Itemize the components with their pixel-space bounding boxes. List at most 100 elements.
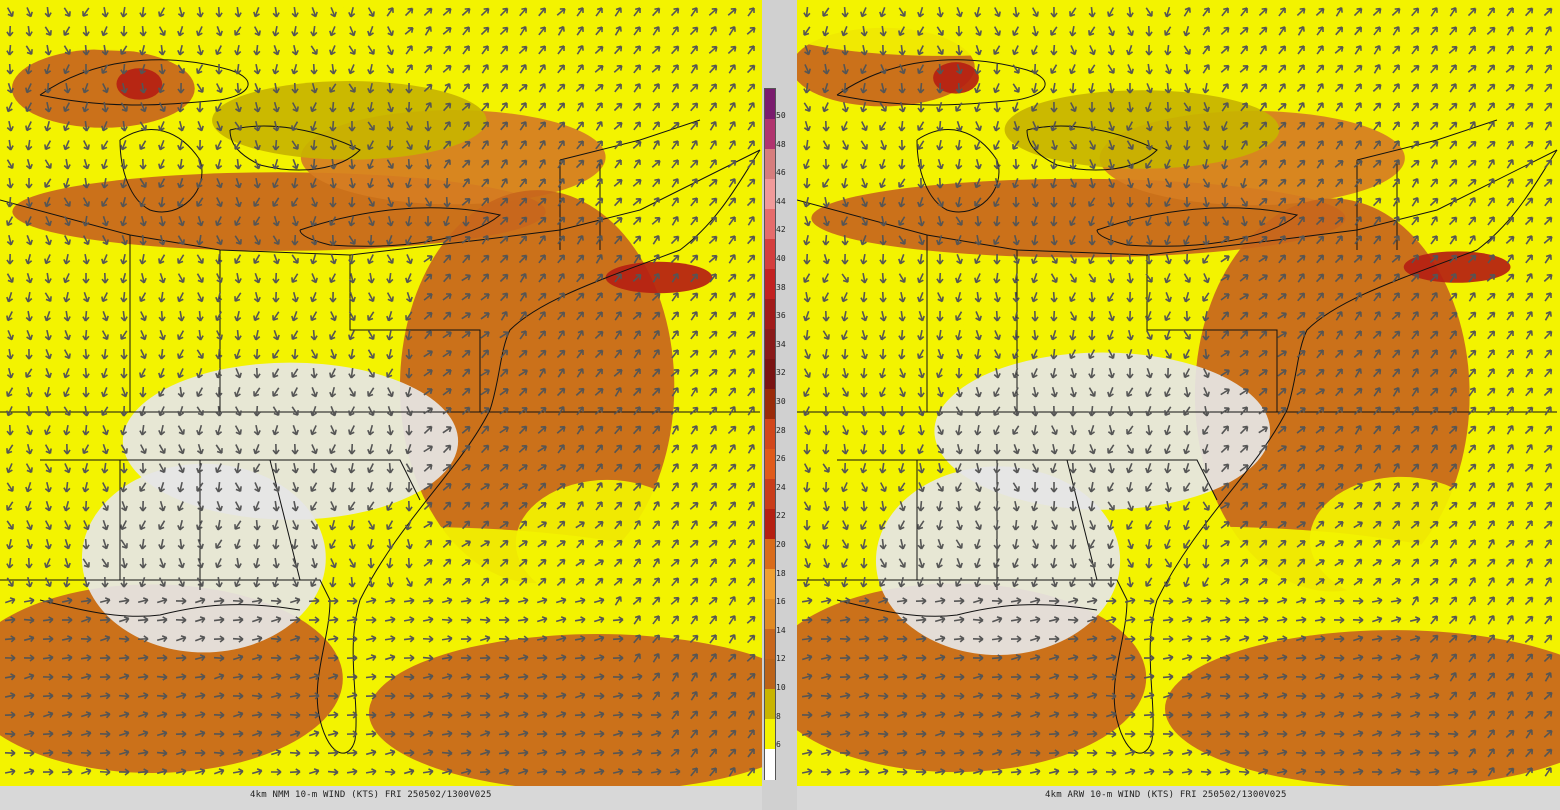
wind-arrow-icon: [614, 330, 622, 340]
wind-arrow-icon: [670, 501, 680, 511]
wind-arrow-icon: [519, 102, 527, 112]
wind-arrow-icon: [499, 197, 509, 207]
wind-arrow-icon: [556, 216, 566, 226]
wind-arrow-icon: [424, 330, 433, 340]
wind-arrow-icon: [61, 692, 73, 700]
wind-arrow-icon: [631, 692, 643, 700]
wind-arrow-icon: [6, 387, 14, 398]
wind-arrow-icon: [555, 616, 567, 624]
wind-arrow-icon: [215, 63, 223, 75]
wind-arrow-icon: [841, 44, 849, 56]
wind-arrow-icon: [101, 348, 109, 360]
wind-arrow-icon: [23, 749, 35, 757]
wind-arrow-icon: [1031, 254, 1038, 265]
wind-arrow-icon: [974, 234, 982, 246]
wind-arrow-icon: [405, 158, 413, 170]
wind-arrow-icon: [120, 291, 128, 303]
wind-arrow-icon: [822, 234, 830, 246]
wind-arrow-icon: [728, 368, 737, 378]
wind-arrow-icon: [1506, 121, 1514, 131]
wind-arrow-icon: [1392, 26, 1400, 36]
wind-arrow-icon: [633, 45, 641, 55]
wind-arrow-icon: [139, 197, 146, 208]
wind-arrow-icon: [196, 64, 204, 75]
wind-arrow-icon: [120, 120, 128, 132]
wind-arrow-icon: [652, 652, 660, 663]
wind-arrow-icon: [423, 407, 434, 415]
wind-arrow-icon: [1429, 197, 1439, 207]
wind-arrow-icon: [23, 654, 35, 662]
wind-arrow-icon: [652, 425, 661, 435]
wind-arrow-icon: [348, 253, 356, 265]
wind-arrow-icon: [348, 120, 356, 132]
wind-arrow-icon: [291, 443, 299, 455]
wind-arrow-icon: [422, 692, 434, 700]
wind-arrow-icon: [177, 292, 184, 303]
wind-arrow-icon: [1069, 140, 1077, 150]
wind-arrow-icon: [327, 711, 339, 719]
wind-arrow-icon: [44, 481, 52, 493]
wind-arrow-icon: [63, 82, 71, 94]
wind-arrow-icon: [709, 710, 718, 720]
wind-arrow-icon: [747, 140, 755, 150]
wind-arrow-icon: [917, 158, 925, 170]
wind-arrow-icon: [1050, 196, 1058, 208]
wind-arrow-icon: [1296, 7, 1306, 17]
wind-arrow-icon: [652, 691, 660, 701]
wind-arrow-icon: [442, 501, 452, 511]
wind-arrow-icon: [346, 768, 358, 776]
wind-arrow-icon: [614, 444, 623, 454]
wind-arrow-icon: [747, 235, 756, 245]
wind-arrow-icon: [101, 121, 108, 132]
wind-arrow-icon: [613, 102, 623, 112]
wind-arrow-icon: [177, 386, 185, 398]
wind-arrow-icon: [613, 368, 623, 377]
wind-arrow-icon: [671, 577, 680, 587]
wind-arrow-icon: [232, 749, 244, 757]
wind-arrow-icon: [272, 520, 279, 531]
wind-arrow-icon: [101, 26, 108, 37]
wind-arrow-icon: [292, 425, 299, 436]
wind-arrow-icon: [215, 348, 223, 360]
wind-arrow-icon: [519, 272, 527, 283]
wind-arrow-icon: [917, 197, 924, 208]
wind-arrow-icon: [443, 273, 452, 283]
wind-arrow-icon: [709, 425, 717, 435]
wind-arrow-icon: [955, 158, 963, 170]
wind-arrow-icon: [1258, 197, 1268, 206]
wind-arrow-icon: [1126, 82, 1134, 94]
wind-arrow-icon: [423, 463, 433, 472]
wind-arrow-icon: [708, 539, 718, 548]
wind-arrow-icon: [613, 254, 623, 264]
wind-arrow-icon: [1107, 215, 1115, 227]
wind-arrow-icon: [1145, 139, 1153, 151]
wind-arrow-icon: [1089, 45, 1096, 56]
wind-arrow-icon: [367, 177, 375, 189]
wind-arrow-icon: [213, 597, 225, 605]
wind-arrow-icon: [158, 577, 166, 588]
wind-arrow-icon: [216, 83, 223, 94]
wind-arrow-icon: [422, 616, 434, 624]
wind-arrow-icon: [234, 44, 242, 56]
wind-arrow-icon: [1487, 64, 1496, 74]
wind-arrow-icon: [120, 45, 128, 55]
wind-arrow-icon: [480, 7, 490, 17]
wind-arrow-icon: [441, 597, 453, 605]
wind-arrow-icon: [289, 654, 301, 662]
wind-arrow-icon: [1202, 7, 1210, 17]
wind-arrow-icon: [44, 26, 52, 36]
wind-arrow-icon: [178, 216, 185, 227]
wind-arrow-icon: [461, 274, 472, 282]
wind-arrow-icon: [652, 139, 660, 150]
wind-arrow-icon: [690, 254, 699, 264]
wind-arrow-icon: [860, 82, 868, 94]
wind-arrow-icon: [1050, 234, 1058, 246]
wind-arrow-icon: [424, 64, 432, 74]
wind-arrow-icon: [272, 424, 280, 436]
wind-arrow-icon: [652, 615, 660, 625]
wind-arrow-icon: [1354, 102, 1362, 112]
wind-arrow-icon: [101, 197, 109, 207]
wind-arrow-icon: [367, 330, 375, 341]
wind-arrow-icon: [424, 197, 432, 207]
wind-arrow-icon: [880, 64, 887, 75]
